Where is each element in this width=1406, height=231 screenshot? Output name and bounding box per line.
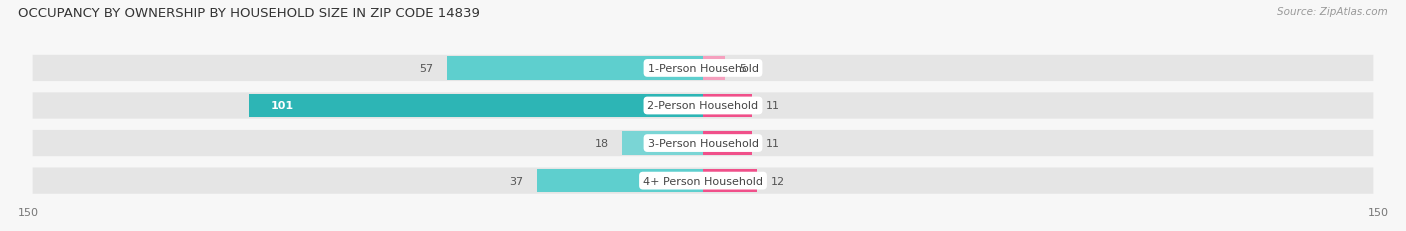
Text: 3-Person Household: 3-Person Household	[648, 138, 758, 149]
Text: OCCUPANCY BY OWNERSHIP BY HOUSEHOLD SIZE IN ZIP CODE 14839: OCCUPANCY BY OWNERSHIP BY HOUSEHOLD SIZE…	[18, 7, 481, 20]
Text: 57: 57	[419, 64, 433, 74]
Bar	[249, 94, 703, 118]
Text: 1-Person Household: 1-Person Household	[648, 64, 758, 74]
Text: 11: 11	[766, 138, 780, 149]
FancyBboxPatch shape	[32, 55, 1374, 82]
Text: Source: ZipAtlas.com: Source: ZipAtlas.com	[1277, 7, 1388, 17]
Bar	[703, 169, 756, 192]
Text: 4+ Person Household: 4+ Person Household	[643, 176, 763, 186]
Bar	[537, 169, 703, 192]
FancyBboxPatch shape	[32, 130, 1374, 157]
Bar	[703, 132, 752, 155]
FancyBboxPatch shape	[32, 168, 1374, 194]
Text: 18: 18	[595, 138, 609, 149]
Text: 5: 5	[740, 64, 747, 74]
Text: 37: 37	[509, 176, 523, 186]
Bar	[703, 94, 752, 118]
Bar	[703, 57, 725, 80]
Bar	[621, 132, 703, 155]
Text: 11: 11	[766, 101, 780, 111]
Bar	[447, 57, 703, 80]
FancyBboxPatch shape	[32, 93, 1374, 119]
Text: 2-Person Household: 2-Person Household	[647, 101, 759, 111]
Text: 12: 12	[770, 176, 785, 186]
Text: 101: 101	[271, 101, 294, 111]
